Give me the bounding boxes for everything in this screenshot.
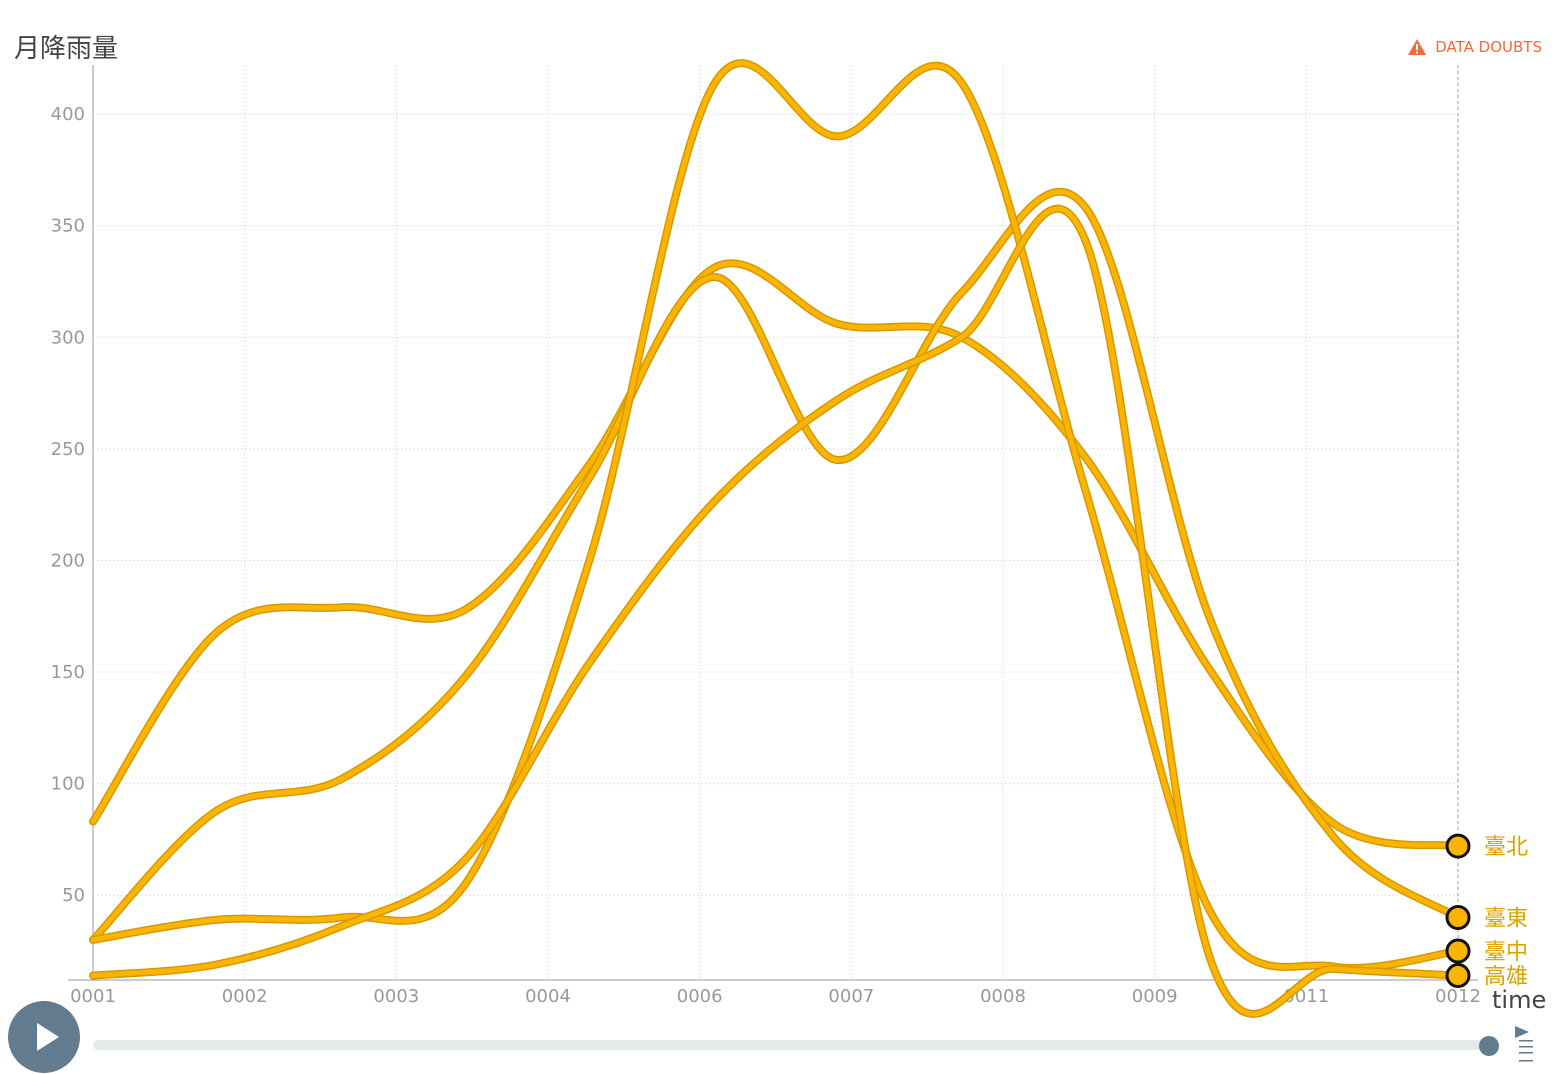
x-tick-label: 0008	[980, 986, 1026, 1007]
x-tick-label: 0003	[373, 986, 419, 1007]
time-slider-handle[interactable]	[1479, 1036, 1499, 1056]
series-label: 臺中	[1484, 940, 1528, 965]
y-tick-label: 200	[51, 550, 85, 571]
y-tick-label: 250	[51, 439, 85, 460]
series-line	[90, 260, 1461, 849]
x-tick-label: 0012	[1435, 986, 1481, 1007]
series-label: 臺東	[1484, 907, 1528, 932]
series-end-marker[interactable]	[1445, 938, 1471, 964]
y-tick-label: 100	[51, 774, 85, 795]
series-label: 臺北	[1484, 835, 1528, 860]
series-line-outline	[89, 187, 1462, 944]
time-slider-track[interactable]	[93, 1040, 1489, 1050]
series-label: 高雄	[1484, 965, 1528, 990]
data-doubts-label: DATA DOUBTS	[1435, 38, 1542, 56]
y-tick-label: 300	[51, 327, 85, 348]
menu-icon[interactable]	[1513, 1024, 1535, 1068]
series-line-outline	[89, 259, 1462, 851]
series-line	[90, 206, 1461, 1017]
y-tick-label: 400	[51, 104, 85, 125]
x-tick-label: 0001	[70, 986, 116, 1007]
warning-triangle-icon	[1408, 39, 1427, 55]
series-line	[90, 60, 1461, 971]
x-tick-label: 0007	[828, 986, 874, 1007]
series-line-outline	[89, 59, 1462, 972]
chart-title: 月降雨量	[14, 34, 119, 64]
play-button[interactable]	[8, 1001, 80, 1073]
series-end-marker[interactable]	[1445, 833, 1471, 859]
x-tick-label: 0006	[677, 986, 723, 1007]
y-tick-label: 350	[51, 216, 85, 237]
x-tick-label: 0004	[525, 986, 571, 1007]
data-doubts-button[interactable]: DATA DOUBTS	[1407, 38, 1542, 56]
x-tick-label: 0002	[222, 986, 268, 1007]
time-axis-label: time	[1492, 986, 1547, 1014]
series-end-marker[interactable]	[1445, 963, 1471, 989]
y-tick-label: 150	[51, 662, 85, 683]
series-line	[90, 189, 1461, 943]
y-tick-label: 50	[62, 885, 85, 906]
x-tick-label: 0009	[1132, 986, 1178, 1007]
series-end-marker[interactable]	[1445, 905, 1471, 931]
